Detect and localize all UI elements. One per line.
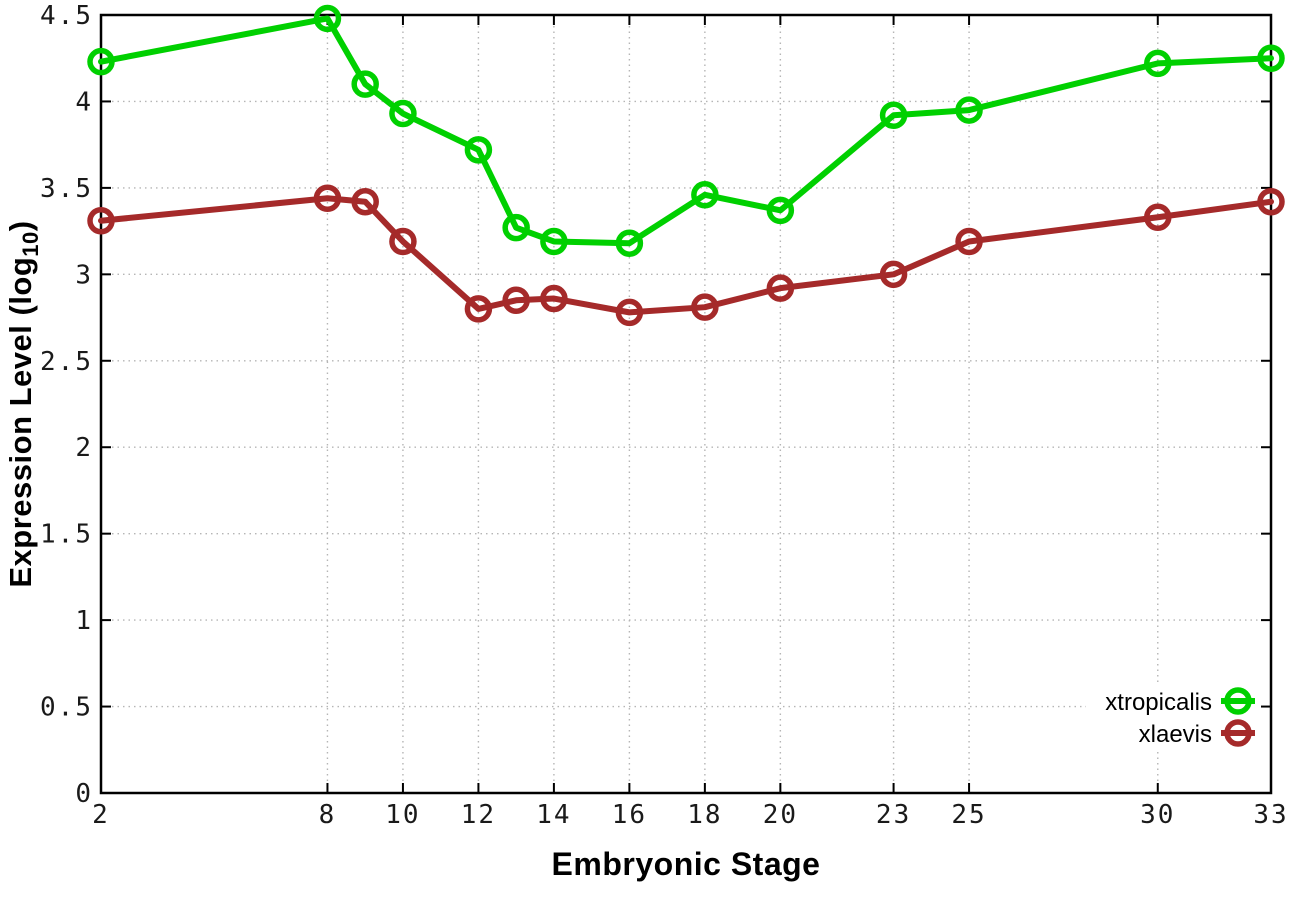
data-point-xtropicalis-stage-30 (1144, 49, 1172, 78)
data-point-xlaevis-stage-20 (766, 274, 795, 302)
y-axis-title-subscript: 10 (18, 231, 43, 257)
x-tick-label: 20 (763, 800, 798, 830)
series-line-xtropicalis (98, 15, 1274, 247)
y-axis-title-text: Expression Level (log (3, 256, 38, 588)
y-tick-label: 0 (75, 779, 93, 809)
legend-marker-xlaevis (1224, 719, 1252, 747)
data-point-xtropicalis-stage-33 (1257, 44, 1285, 72)
x-tick-label: 16 (612, 800, 647, 830)
x-tick-label: 8 (319, 800, 337, 830)
y-tick-label: 2 (75, 433, 93, 463)
data-point-xtropicalis-stage-14 (540, 227, 568, 256)
legend-background (1086, 682, 1264, 752)
y-tick-label: 3 (75, 260, 93, 290)
data-point-xlaevis-stage-8 (313, 184, 342, 213)
data-point-xtropicalis-stage-25 (955, 96, 983, 124)
y-tick-label: 2.5 (40, 347, 93, 377)
x-tick-label: 10 (385, 800, 420, 830)
legend-label-xtropicalis: xtropicalis (1105, 689, 1212, 716)
data-point-xtropicalis-stage-12 (464, 136, 493, 164)
data-point-xlaevis-stage-12 (464, 295, 493, 323)
data-point-xtropicalis-stage-2 (87, 47, 115, 76)
data-point-xlaevis-stage-2 (87, 206, 115, 235)
data-point-xtropicalis-stage-13 (502, 213, 530, 242)
data-point-xlaevis-stage-13 (502, 286, 530, 315)
x-axis-title: Embryonic Stage (551, 846, 821, 882)
y-tick-label: 1.5 (40, 520, 93, 550)
y-axis-title-suffix: ) (3, 220, 38, 232)
y-tick-label: 3.5 (40, 174, 93, 204)
data-point-xlaevis-stage-23 (879, 260, 908, 289)
data-point-xtropicalis-stage-8 (313, 4, 342, 33)
x-tick-label: 23 (876, 800, 911, 830)
y-tick-label: 4.5 (40, 1, 93, 31)
plot-border (99, 13, 1273, 795)
data-point-xlaevis-stage-18 (691, 293, 719, 321)
y-tick-label: 0.5 (40, 693, 93, 723)
x-tick-label: 12 (461, 800, 496, 830)
series-line-xlaevis (98, 195, 1274, 316)
data-point-xlaevis-stage-30 (1144, 203, 1172, 232)
data-point-xtropicalis-stage-20 (766, 196, 795, 225)
data-point-xtropicalis-stage-10 (389, 99, 417, 128)
data-point-xlaevis-stage-14 (540, 284, 568, 313)
data-point-xlaevis-stage-25 (955, 227, 983, 256)
data-point-xtropicalis-stage-16 (615, 229, 644, 257)
data-point-xlaevis-stage-33 (1257, 187, 1285, 216)
x-tick-label: 18 (687, 800, 722, 830)
x-tick-label: 30 (1140, 800, 1175, 830)
y-tick-label: 4 (75, 87, 93, 117)
legend-marker-xtropicalis (1224, 687, 1252, 715)
legend-label-xlaevis: xlaevis (1139, 721, 1212, 748)
data-point-xlaevis-stage-9 (351, 187, 379, 216)
data-point-xtropicalis-stage-23 (879, 101, 908, 130)
x-tick-label: 2 (92, 800, 110, 830)
data-point-xtropicalis-stage-18 (691, 181, 719, 209)
data-point-xlaevis-stage-16 (615, 298, 644, 327)
x-tick-label: 33 (1253, 800, 1288, 830)
data-point-xlaevis-stage-10 (389, 227, 417, 256)
data-point-xtropicalis-stage-9 (351, 70, 379, 98)
y-tick-label: 1 (75, 606, 93, 636)
x-tick-label: 25 (951, 800, 986, 830)
y-axis-title: Expression Level (log10) (3, 103, 47, 705)
x-tick-label: 14 (536, 800, 571, 830)
